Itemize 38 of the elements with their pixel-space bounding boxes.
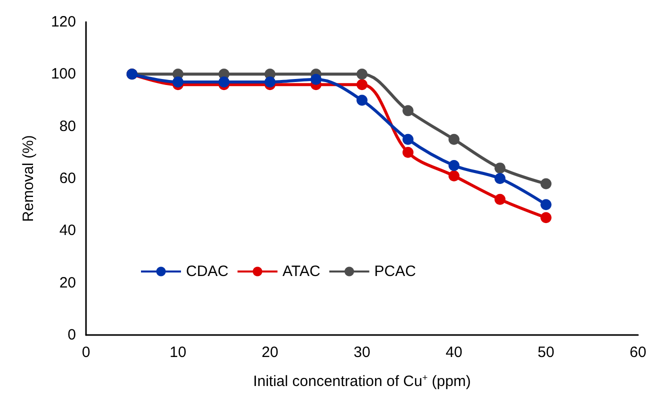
point [356,94,368,106]
x-tick-label: 0 [82,344,90,361]
point [494,162,506,174]
point [494,173,506,184]
y-axis-title: Removal (%) [20,135,37,222]
y-tick-label: 120 [50,14,76,30]
y-tick-label: 0 [68,326,76,344]
point [402,105,414,116]
point [264,76,276,88]
y-tick-label: 60 [59,170,76,187]
point [356,79,368,90]
point [402,146,414,158]
point [172,76,184,88]
y-tick-label: 20 [59,274,76,292]
x-axis-title: Initial concentration of Cu+ (ppm) [253,372,471,390]
point [356,68,368,80]
x-tick-label: 20 [262,344,278,361]
legend-label: ATAC [282,263,320,280]
y-tick-label: 40 [59,222,76,240]
point [218,76,230,88]
x-tick-label: 60 [630,344,646,361]
x-tick-label: 30 [354,344,370,361]
x-tick-label: 10 [170,344,186,361]
point [310,74,322,85]
y-tick-label: 80 [59,118,76,135]
legend-label: CDAC [186,263,229,280]
point [402,134,414,145]
y-tick-label: 100 [50,66,76,83]
legend-label: PCAC [374,263,416,280]
point [448,170,460,182]
point [540,178,552,190]
point [540,212,552,224]
point [448,134,460,145]
point [448,160,460,171]
point [540,199,552,210]
x-tick-label: 40 [446,344,462,361]
x-tick-label: 50 [538,344,554,361]
point [494,194,506,205]
